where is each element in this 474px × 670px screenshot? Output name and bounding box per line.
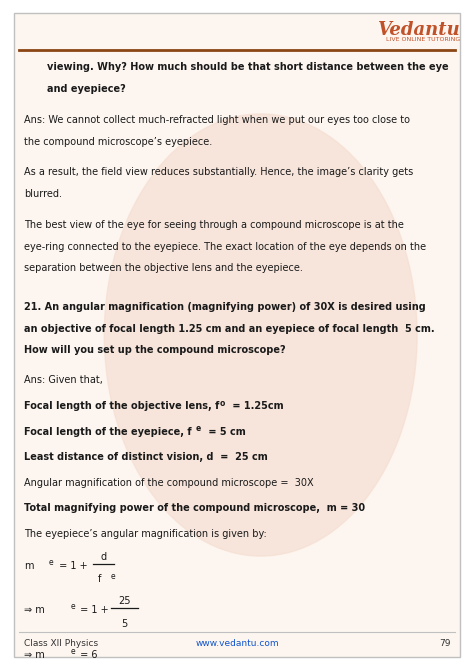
Circle shape [104, 114, 417, 556]
Text: How will you set up the compound microscope?: How will you set up the compound microsc… [24, 346, 285, 355]
Text: eye-ring connected to the eyepiece. The exact location of the eye depends on the: eye-ring connected to the eyepiece. The … [24, 242, 426, 251]
Text: Least distance of distinct vision, d  =  25 cm: Least distance of distinct vision, d = 2… [24, 452, 267, 462]
Text: ⇒ m: ⇒ m [24, 605, 45, 615]
Text: the compound microscope’s eyepiece.: the compound microscope’s eyepiece. [24, 137, 212, 147]
Text: 21. An angular magnification (magnifying power) of 30X is desired using: 21. An angular magnification (magnifying… [24, 302, 426, 312]
Text: 79: 79 [439, 639, 450, 648]
Text: m: m [24, 561, 33, 571]
Text: e: e [70, 602, 75, 612]
Text: LIVE ONLINE TUTORING: LIVE ONLINE TUTORING [385, 37, 460, 42]
Text: e: e [196, 424, 201, 433]
Text: As a result, the field view reduces substantially. Hence, the image’s clarity ge: As a result, the field view reduces subs… [24, 168, 413, 177]
Text: 25: 25 [118, 596, 131, 606]
Text: ⇒ m: ⇒ m [24, 650, 45, 660]
Text: Angular magnification of the compound microscope =  30X: Angular magnification of the compound mi… [24, 478, 313, 488]
Text: Focal length of the eyepiece, f: Focal length of the eyepiece, f [24, 427, 191, 437]
Text: an objective of focal length 1.25 cm and an eyepiece of focal length  5 cm.: an objective of focal length 1.25 cm and… [24, 324, 434, 334]
Text: = 5 cm: = 5 cm [205, 427, 246, 437]
Text: Ans: Given that,: Ans: Given that, [24, 375, 102, 385]
Text: o: o [219, 399, 225, 408]
Text: The best view of the eye for seeing through a compound microscope is at the: The best view of the eye for seeing thro… [24, 220, 403, 230]
Text: and eyepiece?: and eyepiece? [47, 84, 126, 94]
Text: Vedantu: Vedantu [377, 21, 460, 40]
Text: The eyepiece’s angular magnification is given by:: The eyepiece’s angular magnification is … [24, 529, 266, 539]
Text: = 6: = 6 [77, 650, 98, 660]
Text: f: f [98, 574, 101, 584]
Text: www.vedantu.com: www.vedantu.com [195, 639, 279, 648]
Text: = 1 +: = 1 + [56, 561, 88, 571]
Text: Class XII Physics: Class XII Physics [24, 639, 98, 648]
Text: e: e [111, 572, 116, 581]
Text: Total magnifying power of the compound microscope,  m = 30: Total magnifying power of the compound m… [24, 503, 365, 513]
Text: = 1 +: = 1 + [77, 605, 109, 615]
Text: blurred.: blurred. [24, 189, 62, 199]
Text: e: e [49, 558, 54, 567]
Text: e: e [70, 647, 75, 656]
Text: Ans: We cannot collect much-refracted light when we put our eyes too close to: Ans: We cannot collect much-refracted li… [24, 115, 410, 125]
Text: 5: 5 [121, 618, 128, 628]
Text: d: d [100, 552, 106, 562]
Text: = 1.25cm: = 1.25cm [229, 401, 283, 411]
Text: separation between the objective lens and the eyepiece.: separation between the objective lens an… [24, 263, 302, 273]
Text: Focal length of the objective lens, f: Focal length of the objective lens, f [24, 401, 219, 411]
Text: viewing. Why? How much should be that short distance between the eye: viewing. Why? How much should be that sh… [47, 62, 449, 72]
